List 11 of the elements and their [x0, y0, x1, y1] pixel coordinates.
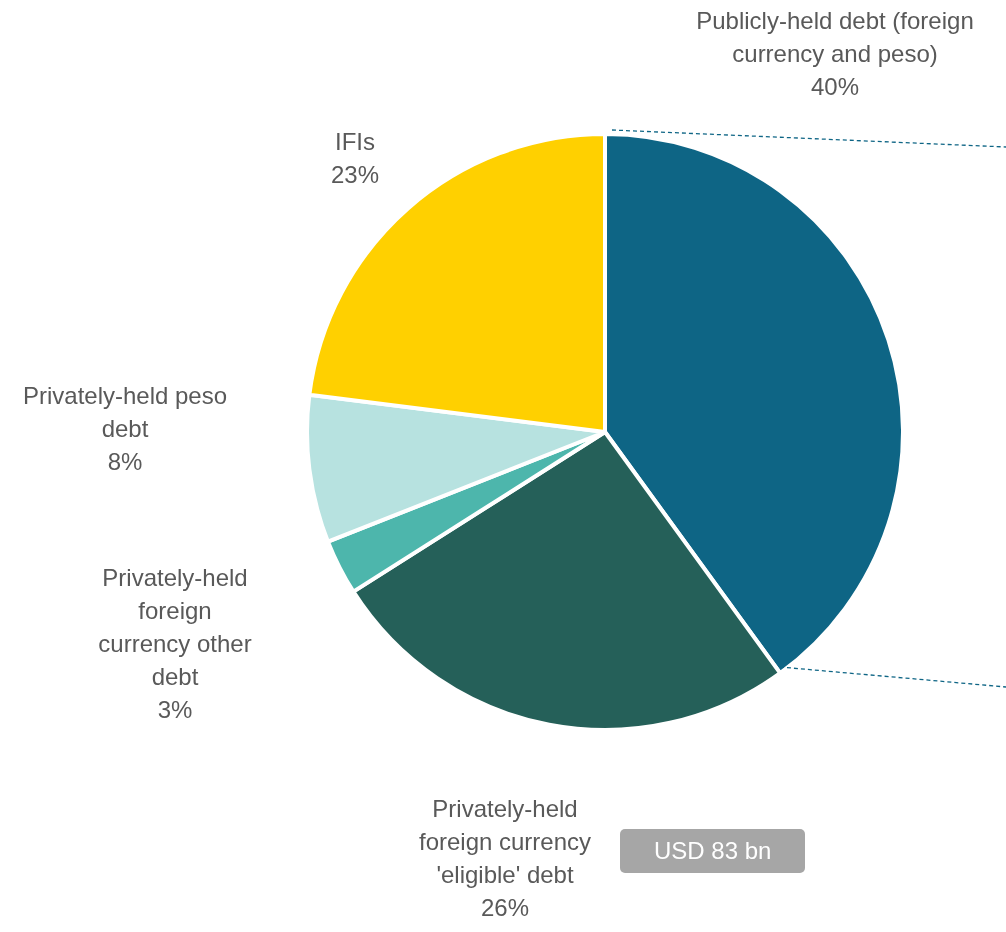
data-label: 26% [480, 894, 530, 922]
text: USD 83 bn [620, 829, 806, 873]
slice-label: Privately-held foreign currency other debt [98, 563, 252, 690]
data-label: 8% [107, 447, 143, 475]
slice-label: Privately-held peso debt [22, 381, 228, 442]
data-label: 40% [810, 72, 860, 100]
slice-label: Publicly-held debt (foreign currency and peso) [696, 6, 974, 67]
slice-label: Privately-held foreign currency 'eligible' debt [418, 795, 592, 889]
slice-label: IFIs [335, 128, 375, 156]
data-label: 23% [330, 161, 380, 189]
data-label: 3% [157, 695, 193, 723]
